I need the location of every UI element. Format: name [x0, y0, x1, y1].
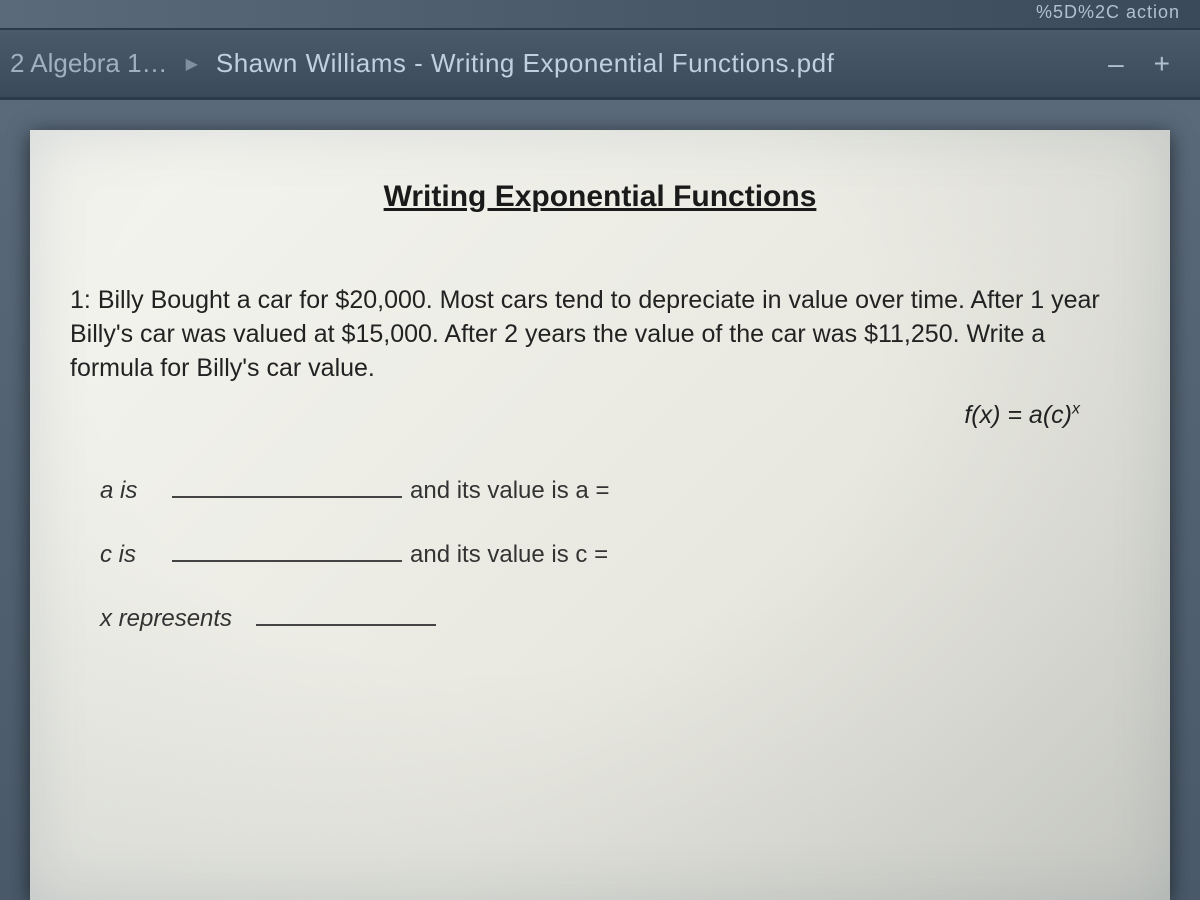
tab-bar: 2 Algebra 1… ▶ Shawn Williams - Writing … [0, 30, 1200, 100]
screen: %5D%2C action 2 Algebra 1… ▶ Shawn Willi… [0, 0, 1200, 900]
problem-1: 1: Billy Bought a car for $20,000. Most … [70, 284, 1130, 385]
fill-row-a: a is and its value is a = [100, 470, 1140, 506]
url-fragment: %5D%2C action [1036, 2, 1180, 23]
problem-text: Billy Bought a car for $20,000. Most car… [70, 286, 1100, 382]
browser-chrome-top: %5D%2C action [0, 0, 1200, 30]
row-c-after: and its value is c = [410, 541, 608, 569]
blank-c-desc[interactable] [172, 533, 402, 562]
chevron-right-icon: ▶ [186, 54, 198, 74]
formula: f(x) = a(c)x [60, 400, 1080, 429]
fill-row-x: x represents [100, 597, 1140, 633]
pdf-page: Writing Exponential Functions 1: Billy B… [30, 130, 1170, 900]
new-tab-button[interactable]: + [1154, 50, 1170, 78]
problem-number: 1: [70, 286, 91, 314]
row-a-after: and its value is a = [410, 477, 609, 505]
breadcrumb[interactable]: 2 Algebra 1… [10, 48, 168, 79]
tab-title[interactable]: Shawn Williams - Writing Exponential Fun… [216, 48, 834, 79]
tab-controls: – + [1108, 50, 1190, 78]
document-viewport[interactable]: Writing Exponential Functions 1: Billy B… [0, 100, 1200, 900]
fill-row-c: c is and its value is c = [100, 533, 1140, 569]
row-c-lead: c is [100, 541, 156, 569]
formula-text: f(x) = a(c)x [964, 401, 1080, 429]
page-title: Writing Exponential Functions [60, 180, 1140, 214]
blank-x-desc[interactable] [256, 597, 436, 626]
row-a-lead: a is [100, 477, 156, 505]
row-x-lead: x represents [100, 605, 240, 633]
minimize-button[interactable]: – [1108, 50, 1124, 78]
blank-a-desc[interactable] [172, 470, 402, 499]
